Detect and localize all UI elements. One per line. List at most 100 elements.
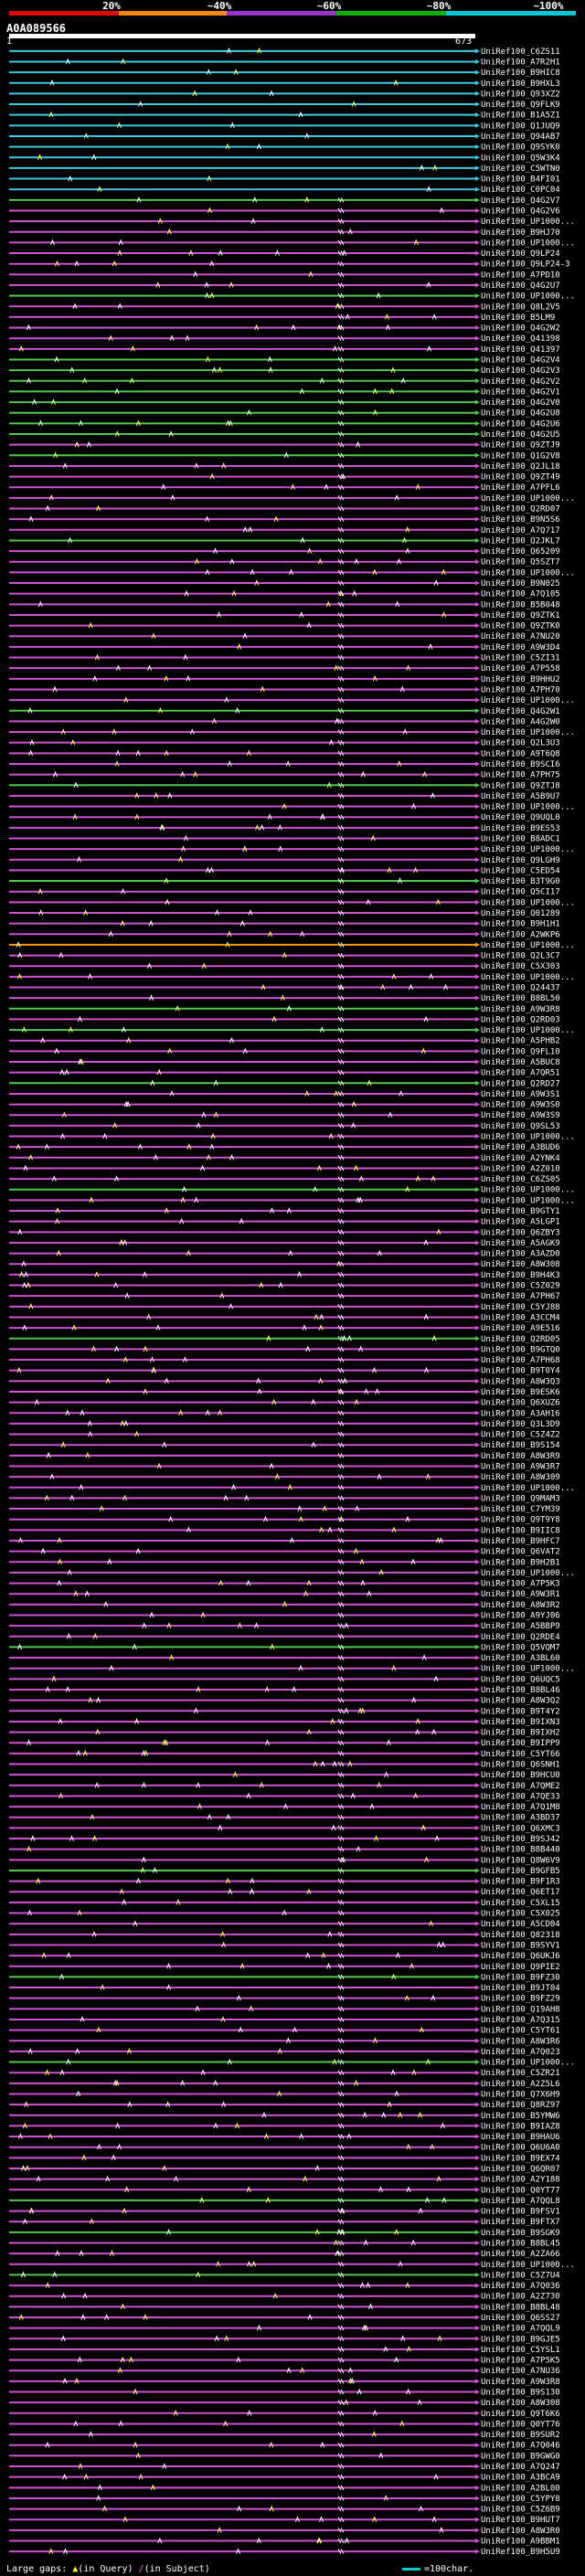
hit-label[interactable]: UniRef100_A7Q046	[481, 2442, 560, 2451]
hit-label[interactable]: UniRef100_B9HUT7	[481, 2516, 560, 2525]
hit-label[interactable]: UniRef100_UP1000...	[481, 1484, 575, 1493]
hit-label[interactable]: UniRef100_UP1000...	[481, 1186, 575, 1195]
hit-row[interactable]: UniRef100_A3BUD6	[9, 1143, 560, 1152]
hit-row[interactable]: UniRef100_A2Z010	[9, 1164, 560, 1173]
hit-label[interactable]: UniRef100_Q9UQL0	[481, 813, 560, 822]
hit-label[interactable]: UniRef100_B4FI01	[481, 175, 560, 185]
hit-row[interactable]: UniRef100_A7Q247	[9, 2463, 560, 2472]
hit-row[interactable]: UniRef100_UP1000...	[9, 1026, 575, 1035]
hit-label[interactable]: UniRef100_B8BL50	[481, 994, 560, 1003]
hit-row[interactable]: UniRef100_A7PH68	[9, 1356, 560, 1365]
hit-row[interactable]: UniRef100_UP1000...	[9, 1133, 575, 1142]
hit-row[interactable]: UniRef100_A7Q717	[9, 526, 560, 535]
hit-row[interactable]: UniRef100_Q4G2U6	[9, 419, 560, 429]
hit-row[interactable]: UniRef100_Q9FLK9	[9, 101, 560, 110]
hit-row[interactable]: UniRef100_A7Q1M8	[9, 1803, 560, 1812]
hit-label[interactable]: UniRef100_Q5W3K4	[481, 154, 560, 163]
hit-label[interactable]: UniRef100_UP1000...	[481, 2059, 575, 2068]
hit-label[interactable]: UniRef100_B9HJ70	[481, 228, 560, 238]
hit-row[interactable]: UniRef100_A2Z5L6	[9, 2080, 560, 2089]
hit-label[interactable]: UniRef100_Q41397	[481, 345, 560, 355]
hit-label[interactable]: UniRef100_B9H4K3	[481, 1271, 560, 1280]
hit-label[interactable]: UniRef100_A9W3R1	[481, 1590, 560, 1599]
hit-label[interactable]: UniRef100_C6ZS05	[481, 1175, 560, 1184]
hit-row[interactable]: UniRef100_A7Q315	[9, 2016, 560, 2025]
hit-row[interactable]: UniRef100_A2Y188	[9, 2176, 560, 2185]
hit-label[interactable]: UniRef100_Q2RDE4	[481, 1633, 560, 1642]
hit-label[interactable]: UniRef100_Q4G2U5	[481, 430, 560, 440]
hit-row[interactable]: UniRef100_C7YM39	[9, 1505, 560, 1514]
hit-label[interactable]: UniRef100_Q9FL10	[481, 1047, 560, 1056]
hit-row[interactable]: UniRef100_C5ZI31	[9, 654, 560, 663]
hit-label[interactable]: UniRef100_Q2L3C7	[481, 952, 560, 961]
hit-row[interactable]: UniRef100_Q2JL18	[9, 462, 560, 472]
hit-row[interactable]: UniRef100_A7R2H1	[9, 58, 560, 67]
hit-row[interactable]: UniRef100_Q9SL53	[9, 1122, 560, 1131]
hit-row[interactable]: UniRef100_B9EX74	[9, 2154, 560, 2163]
hit-label[interactable]: UniRef100_A7Q717	[481, 526, 560, 535]
hit-label[interactable]: UniRef100_A2Z5L6	[481, 2080, 560, 2089]
hit-row[interactable]: UniRef100_Q4G2W1	[9, 707, 560, 716]
hit-label[interactable]: UniRef100_A3BCA9	[481, 2474, 560, 2483]
hit-row[interactable]: UniRef100_Q65209	[9, 547, 560, 557]
hit-row[interactable]: UniRef100_UP1000...	[9, 494, 575, 504]
hit-row[interactable]: UniRef100_A3AZD0	[9, 1250, 560, 1259]
hit-row[interactable]: UniRef100_C5X025	[9, 1910, 560, 1919]
hit-row[interactable]: UniRef100_B9HUT7	[9, 2516, 560, 2525]
hit-row[interactable]: UniRef100_Q2RD27	[9, 1079, 560, 1088]
hit-label[interactable]: UniRef100_Q24437	[481, 984, 560, 993]
hit-label[interactable]: UniRef100_A7QQL8	[481, 2197, 560, 2206]
hit-row[interactable]: UniRef100_B8BL46	[9, 1686, 560, 1695]
hit-label[interactable]: UniRef100_Q6SS27	[481, 2314, 560, 2323]
hit-row[interactable]: UniRef100_Q6UKJ6	[9, 1952, 560, 1961]
hit-row[interactable]: UniRef100_A7P558	[9, 664, 560, 673]
hit-label[interactable]: UniRef100_B8BL45	[481, 2240, 560, 2249]
hit-row[interactable]: UniRef100_A5LGP1	[9, 1218, 560, 1227]
hit-row[interactable]: UniRef100_A8W308	[9, 2399, 560, 2408]
hit-label[interactable]: UniRef100_A2BL00	[481, 2484, 560, 2493]
hit-row[interactable]: UniRef100_UP1000...	[9, 1569, 575, 1578]
hit-label[interactable]: UniRef100_Q6ZBY3	[481, 1228, 560, 1237]
hit-label[interactable]: UniRef100_B9HHU2	[481, 675, 560, 684]
hit-label[interactable]: UniRef100_B9H5U9	[481, 2548, 560, 2557]
hit-row[interactable]: UniRef100_B9ES53	[9, 824, 560, 833]
hit-label[interactable]: UniRef100_A7P5K3	[481, 1580, 560, 1589]
hit-label[interactable]: UniRef100_A7QQL9	[481, 2325, 560, 2334]
hit-label[interactable]: UniRef100_C5WTN0	[481, 164, 560, 174]
hit-label[interactable]: UniRef100_Q6XUZ6	[481, 1399, 560, 1408]
hit-row[interactable]: UniRef100_UP1000...	[9, 2261, 575, 2270]
hit-row[interactable]: UniRef100_Q9LP24-3	[9, 260, 570, 270]
hit-row[interactable]: UniRef100_Q6XMC3	[9, 1824, 560, 1833]
hit-row[interactable]: UniRef100_Q4G2V4	[9, 356, 560, 366]
hit-label[interactable]: UniRef100_A8W3Q2	[481, 1697, 560, 1706]
hit-label[interactable]: UniRef100_Q6VAT2	[481, 1548, 560, 1557]
hit-row[interactable]: UniRef100_UP1000...	[9, 568, 575, 578]
hit-label[interactable]: UniRef100_Q9SL53	[481, 1122, 560, 1131]
hit-label[interactable]: UniRef100_B8B440	[481, 1846, 560, 1855]
hit-label[interactable]: UniRef100_B9GWG0	[481, 2452, 560, 2461]
hit-label[interactable]: UniRef100_Q2RD27	[481, 1079, 560, 1088]
hit-label[interactable]: UniRef100_C5YJ88	[481, 1303, 560, 1312]
hit-label[interactable]: UniRef100_A5BUC8	[481, 1058, 560, 1067]
hit-row[interactable]: UniRef100_A7Q046	[9, 2442, 560, 2451]
hit-label[interactable]: UniRef100_Q41398	[481, 334, 560, 344]
hit-label[interactable]: UniRef100_UP1000...	[481, 217, 575, 227]
hit-label[interactable]: UniRef100_Q94AB7	[481, 133, 560, 142]
hit-row[interactable]: UniRef100_Q6XUZ6	[9, 1399, 560, 1408]
hit-label[interactable]: UniRef100_UP1000...	[481, 803, 575, 812]
hit-row[interactable]: UniRef100_B9HAU6	[9, 2133, 560, 2142]
hit-label[interactable]: UniRef100_A7P5K5	[481, 2357, 560, 2366]
hit-label[interactable]: UniRef100_UP1000...	[481, 845, 575, 854]
hit-row[interactable]: UniRef100_B9IAZ8	[9, 2122, 560, 2131]
hit-row[interactable]: UniRef100_A8W3R2	[9, 1601, 560, 1610]
hit-row[interactable]: UniRef100_UP1000...	[9, 898, 575, 907]
hit-row[interactable]: UniRef100_UP1000...	[9, 217, 575, 227]
hit-row[interactable]: UniRef100_Q9ZTK0	[9, 622, 560, 631]
hit-label[interactable]: UniRef100_UP1000...	[481, 2261, 575, 2270]
hit-label[interactable]: UniRef100_A9W3R8	[481, 1005, 560, 1014]
hit-row[interactable]: UniRef100_B9ESK6	[9, 1388, 560, 1397]
hit-row[interactable]: UniRef100_A8W309	[9, 1473, 560, 1482]
hit-label[interactable]: UniRef100_A7P558	[481, 664, 560, 673]
hit-row[interactable]: UniRef100_Q41397	[9, 345, 560, 355]
hit-label[interactable]: UniRef100_Q9ZTK0	[481, 622, 560, 631]
